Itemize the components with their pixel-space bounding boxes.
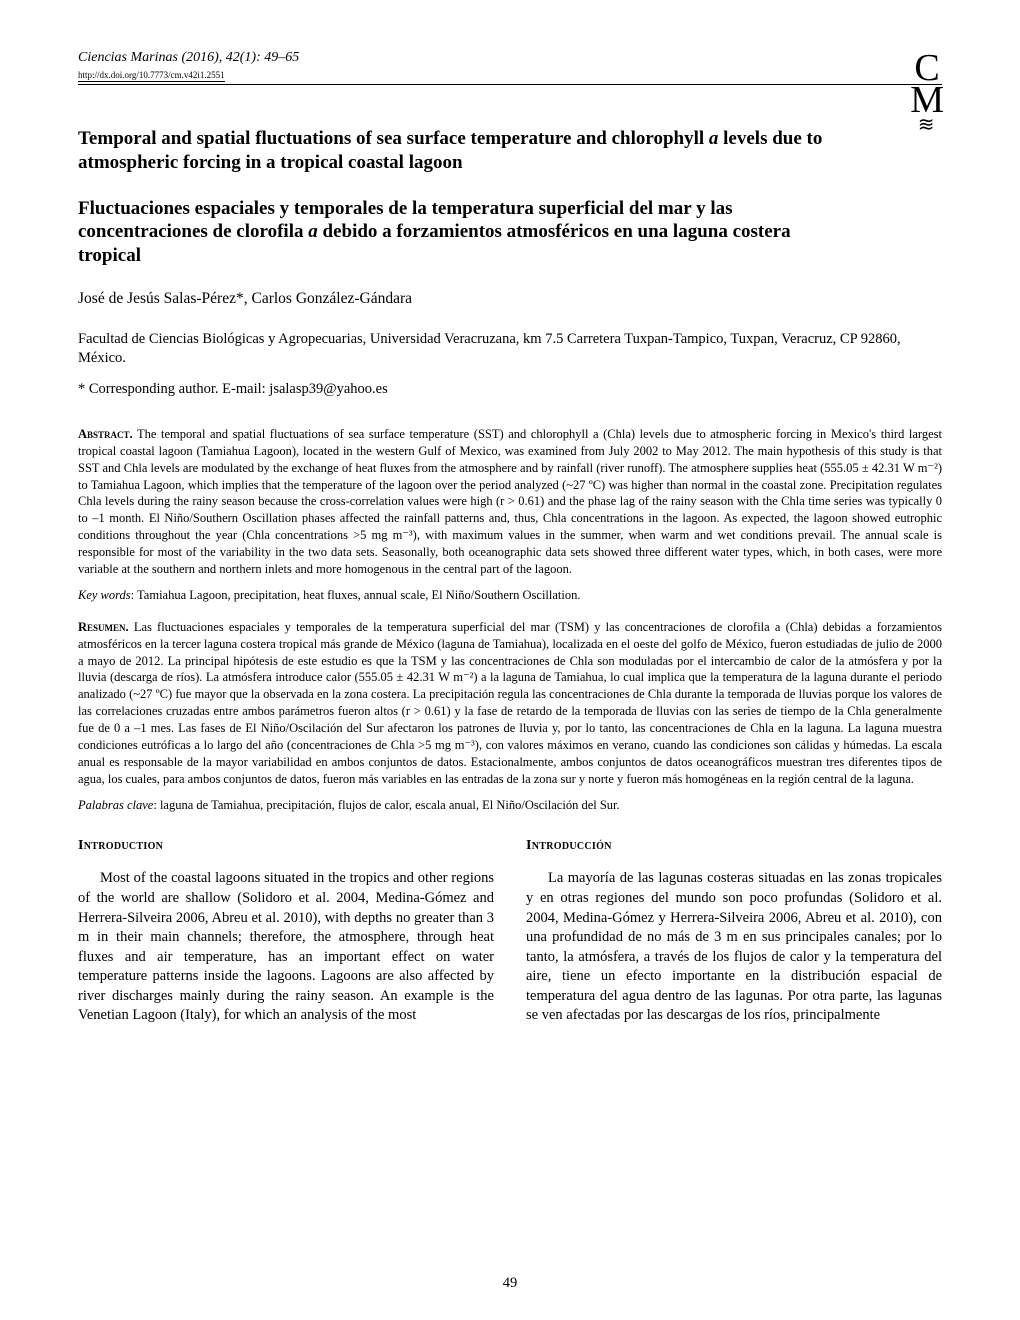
abstract-es-label: Resumen.: [78, 620, 129, 634]
intro-col-english: Introduction Most of the coastal lagoons…: [78, 837, 494, 1026]
header: Ciencias Marinas (2016), 42(1): 49–65 ht…: [78, 50, 942, 85]
abstract-spanish: Resumen. Las fluctuaciones espaciales y …: [78, 619, 942, 788]
introduction-columns: Introduction Most of the coastal lagoons…: [78, 837, 942, 1026]
intro-body-en: Most of the coastal lagoons situated in …: [78, 869, 494, 1026]
abstract-en-label: Abstract.: [78, 427, 133, 441]
authors: José de Jesús Salas-Pérez*, Carlos Gonzá…: [78, 290, 942, 308]
intro-head-en: Introduction: [78, 837, 494, 856]
journal-line: Ciencias Marinas (2016), 42(1): 49–65: [78, 50, 299, 66]
keywords-en-label: Key words: [78, 588, 131, 602]
doi: http://dx.doi.org/10.7773/cm.v42i1.2551: [78, 70, 225, 82]
journal-block: Ciencias Marinas (2016), 42(1): 49–65 ht…: [78, 50, 299, 83]
intro-col-spanish: Introducción La mayoría de las lagunas c…: [526, 837, 942, 1026]
intro-head-es: Introducción: [526, 837, 942, 856]
abstract-en-text: The temporal and spatial fluctuations of…: [78, 427, 942, 576]
journal-logo: C M ≋: [910, 52, 942, 129]
keywords-es-label: Palabras clave: [78, 798, 153, 812]
title-en-pre: Temporal and spatial fluctuations of sea…: [78, 128, 709, 149]
affiliation: Facultad de Ciencias Biológicas y Agrope…: [78, 330, 942, 369]
abstract-english: Abstract. The temporal and spatial fluct…: [78, 426, 942, 578]
title-en-ital: a: [709, 128, 719, 149]
abstract-es-text: Las fluctuaciones espaciales y temporale…: [78, 620, 942, 786]
keywords-es-text: : laguna de Tamiahua, precipitación, flu…: [153, 798, 619, 812]
keywords-en-text: : Tamiahua Lagoon, precipitation, heat f…: [131, 588, 581, 602]
keywords-english: Key words: Tamiahua Lagoon, precipitatio…: [78, 588, 942, 603]
logo-waves-icon: ≋: [910, 121, 942, 129]
keywords-spanish: Palabras clave: laguna de Tamiahua, prec…: [78, 798, 942, 813]
title-spanish: Fluctuaciones espaciales y temporales de…: [78, 197, 858, 268]
title-es-ital: a: [308, 221, 318, 242]
title-english: Temporal and spatial fluctuations of sea…: [78, 127, 838, 175]
corresponding-author: * Corresponding author. E-mail: jsalasp3…: [78, 381, 942, 398]
page-number: 49: [0, 1275, 1020, 1292]
intro-body-es: La mayoría de las lagunas costeras situa…: [526, 869, 942, 1026]
